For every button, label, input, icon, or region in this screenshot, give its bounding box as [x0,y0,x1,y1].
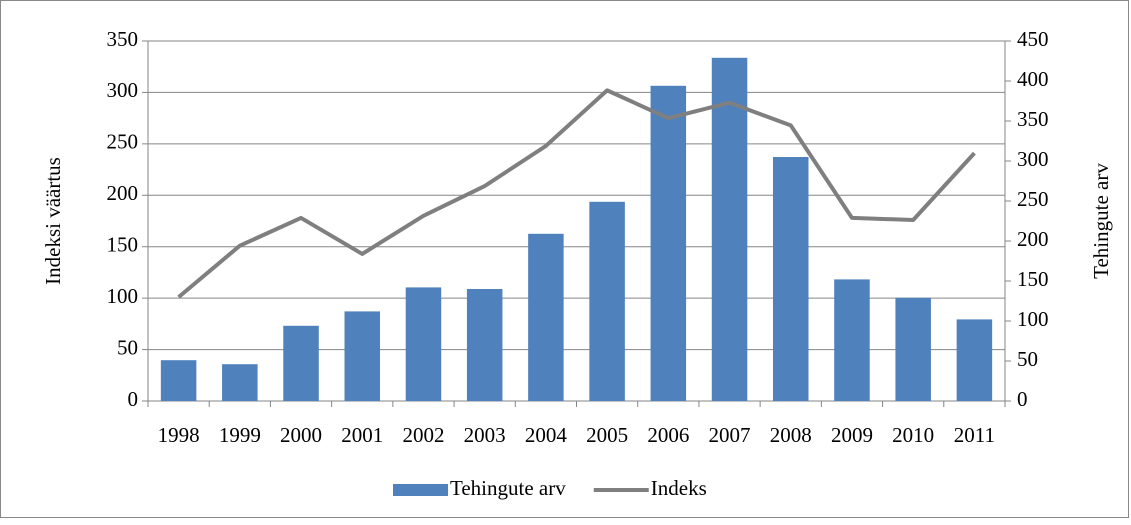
bar [222,364,258,401]
y2-tick-label: 50 [1017,347,1038,371]
x-tick-label: 2000 [280,423,322,447]
x-tick-label: 2005 [586,423,628,447]
bar [589,201,625,401]
y2-tick-label: 300 [1017,147,1049,171]
y2-tick-label: 100 [1017,307,1049,331]
y-tick-label: 50 [117,335,138,359]
legend-label: Tehingute arv [450,476,566,500]
y-tick-label: 250 [107,130,139,154]
bar [834,279,870,401]
y-tick-label: 0 [128,387,139,411]
x-tick-label: 1998 [158,423,200,447]
bar [895,297,931,401]
bar [283,325,319,401]
x-tick-label: 2001 [341,423,383,447]
y2-tick-label: 0 [1017,387,1028,411]
y-tick-label: 100 [107,284,139,308]
y2-tick-label: 450 [1017,27,1049,51]
x-tick-label: 2010 [892,423,934,447]
y2-tick-label: 200 [1017,227,1049,251]
bar [956,319,993,401]
bar [160,360,197,401]
legend-swatch [393,484,448,496]
bar [528,233,564,401]
bar [466,289,503,401]
bar [405,287,442,401]
y2-tick-label: 250 [1017,187,1049,211]
x-tick-label: 2009 [831,423,873,447]
y2-tick-label: 400 [1017,67,1049,91]
x-tick-label: 2011 [954,423,995,447]
y-tick-label: 200 [107,181,139,205]
y-tick-label: 350 [107,27,139,51]
x-tick-label: 2008 [770,423,812,447]
x-tick-label: 2003 [464,423,506,447]
x-tick-label: 1999 [219,423,261,447]
y-axis-title: Indeksi väärtus [41,157,65,285]
bar [650,85,687,402]
bar [344,311,381,401]
y-tick-label: 150 [107,233,139,257]
y-tick-label: 300 [107,78,139,102]
x-tick-label: 2002 [402,423,444,447]
line [177,88,976,299]
legend-label: Indeks [651,476,707,500]
y2-tick-label: 350 [1017,107,1049,131]
y2-tick-label: 150 [1017,267,1049,291]
x-tick-label: 2006 [647,423,689,447]
bar [772,157,809,401]
x-tick-label: 2007 [709,423,751,447]
x-tick-label: 2004 [525,423,568,447]
bar [711,57,748,402]
y2-axis-title: Tehingute arv [1089,163,1113,279]
